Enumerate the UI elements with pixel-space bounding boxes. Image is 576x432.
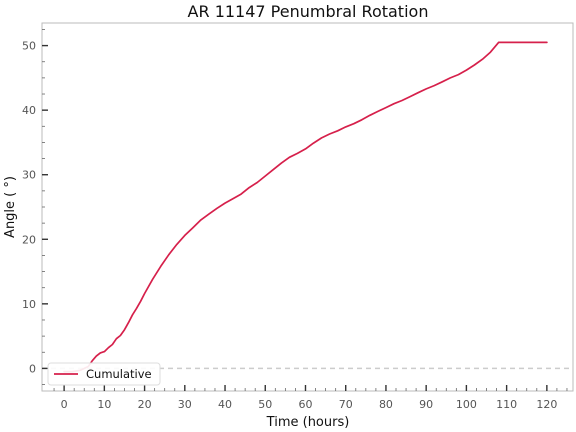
y-tick-label: 30 (22, 169, 36, 182)
x-axis-title: Time (hours) (266, 415, 350, 430)
x-tick-label: 40 (218, 398, 232, 411)
x-tick-label: 0 (61, 398, 68, 411)
x-tick-label: 30 (178, 398, 192, 411)
y-axis-title: Angle ( °) (3, 176, 18, 238)
chart-title: AR 11147 Penumbral Rotation (188, 2, 429, 21)
x-tick-label: 110 (496, 398, 517, 411)
legend-label-cumulative: Cumulative (86, 367, 152, 381)
x-tick-label: 70 (339, 398, 353, 411)
legend-box (47, 362, 161, 386)
y-tick-label: 10 (22, 298, 36, 311)
y-tick-label: 50 (22, 40, 36, 53)
y-tick-label: 20 (22, 233, 36, 246)
x-tick-label: 80 (379, 398, 393, 411)
x-tick-label: 120 (536, 398, 557, 411)
x-tick-label: 60 (298, 398, 312, 411)
plot-area (41, 22, 574, 392)
x-tick-label: 50 (258, 398, 272, 411)
x-tick-label: 90 (419, 398, 433, 411)
x-tick-label: 100 (456, 398, 477, 411)
x-tick-label: 10 (97, 398, 111, 411)
series-line-cumulative (63, 41, 548, 373)
legend: Cumulative (47, 362, 161, 386)
y-tick-label: 0 (29, 362, 36, 375)
series-layer (63, 41, 548, 373)
x-tick-label: 20 (138, 398, 152, 411)
x-axis: 0 10 20 30 40 50 60 70 80 90 100 110 120 (53, 385, 568, 411)
y-axis: 0 10 20 30 40 50 (22, 29, 48, 385)
y-tick-label: 40 (22, 104, 36, 117)
